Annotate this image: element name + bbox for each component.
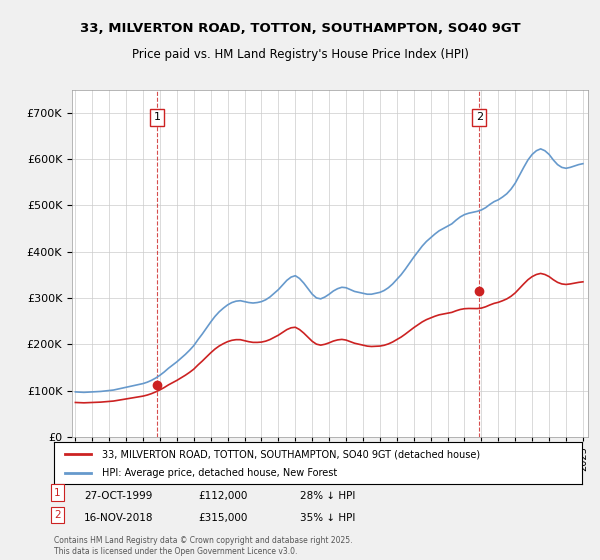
Text: Contains HM Land Registry data © Crown copyright and database right 2025.
This d: Contains HM Land Registry data © Crown c… [54,536,353,556]
Text: £315,000: £315,000 [198,513,247,523]
Text: Price paid vs. HM Land Registry's House Price Index (HPI): Price paid vs. HM Land Registry's House … [131,48,469,60]
Text: 2: 2 [54,510,61,520]
Text: 16-NOV-2018: 16-NOV-2018 [84,513,154,523]
Text: 35% ↓ HPI: 35% ↓ HPI [300,513,355,523]
Text: 33, MILVERTON ROAD, TOTTON, SOUTHAMPTON, SO40 9GT (detached house): 33, MILVERTON ROAD, TOTTON, SOUTHAMPTON,… [101,449,479,459]
Text: 28% ↓ HPI: 28% ↓ HPI [300,491,355,501]
Text: 2: 2 [476,113,483,123]
Text: HPI: Average price, detached house, New Forest: HPI: Average price, detached house, New … [101,468,337,478]
Text: 27-OCT-1999: 27-OCT-1999 [84,491,152,501]
Text: 33, MILVERTON ROAD, TOTTON, SOUTHAMPTON, SO40 9GT: 33, MILVERTON ROAD, TOTTON, SOUTHAMPTON,… [80,22,520,35]
Text: 1: 1 [154,113,161,123]
Text: £112,000: £112,000 [198,491,247,501]
Text: 1: 1 [54,488,61,498]
